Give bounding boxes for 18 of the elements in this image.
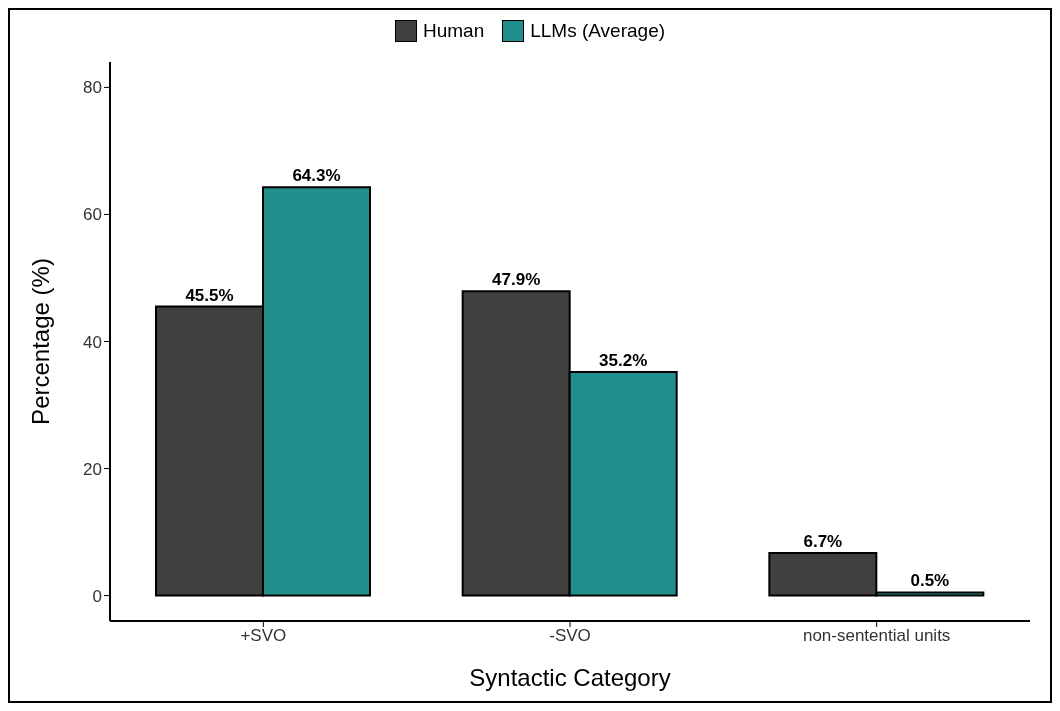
x-tick-label: non-sentential units — [802, 626, 951, 646]
y-axis-title: Percentage (%) — [26, 258, 54, 425]
data-label: 0.5% — [910, 571, 950, 591]
data-label: 45.5% — [185, 285, 234, 305]
y-tick-label: 0 — [92, 586, 102, 606]
y-tick-label: 60 — [83, 205, 102, 225]
x-tick-label: +SVO — [240, 626, 287, 646]
y-tick-label: 20 — [83, 459, 102, 479]
legend-label: Human — [422, 20, 485, 42]
x-axis-title: Syntactic Category — [469, 664, 671, 691]
data-label: 6.7% — [803, 532, 843, 552]
y-tick-label: 40 — [83, 332, 102, 352]
data-label: 64.3% — [292, 166, 341, 186]
x-tick-label: -SVO — [549, 626, 591, 646]
legend-label: LLMs (Average) — [530, 20, 666, 42]
data-label: 35.2% — [599, 350, 648, 370]
data-label: 47.9% — [492, 270, 541, 290]
y-tick-label: 80 — [83, 78, 102, 98]
